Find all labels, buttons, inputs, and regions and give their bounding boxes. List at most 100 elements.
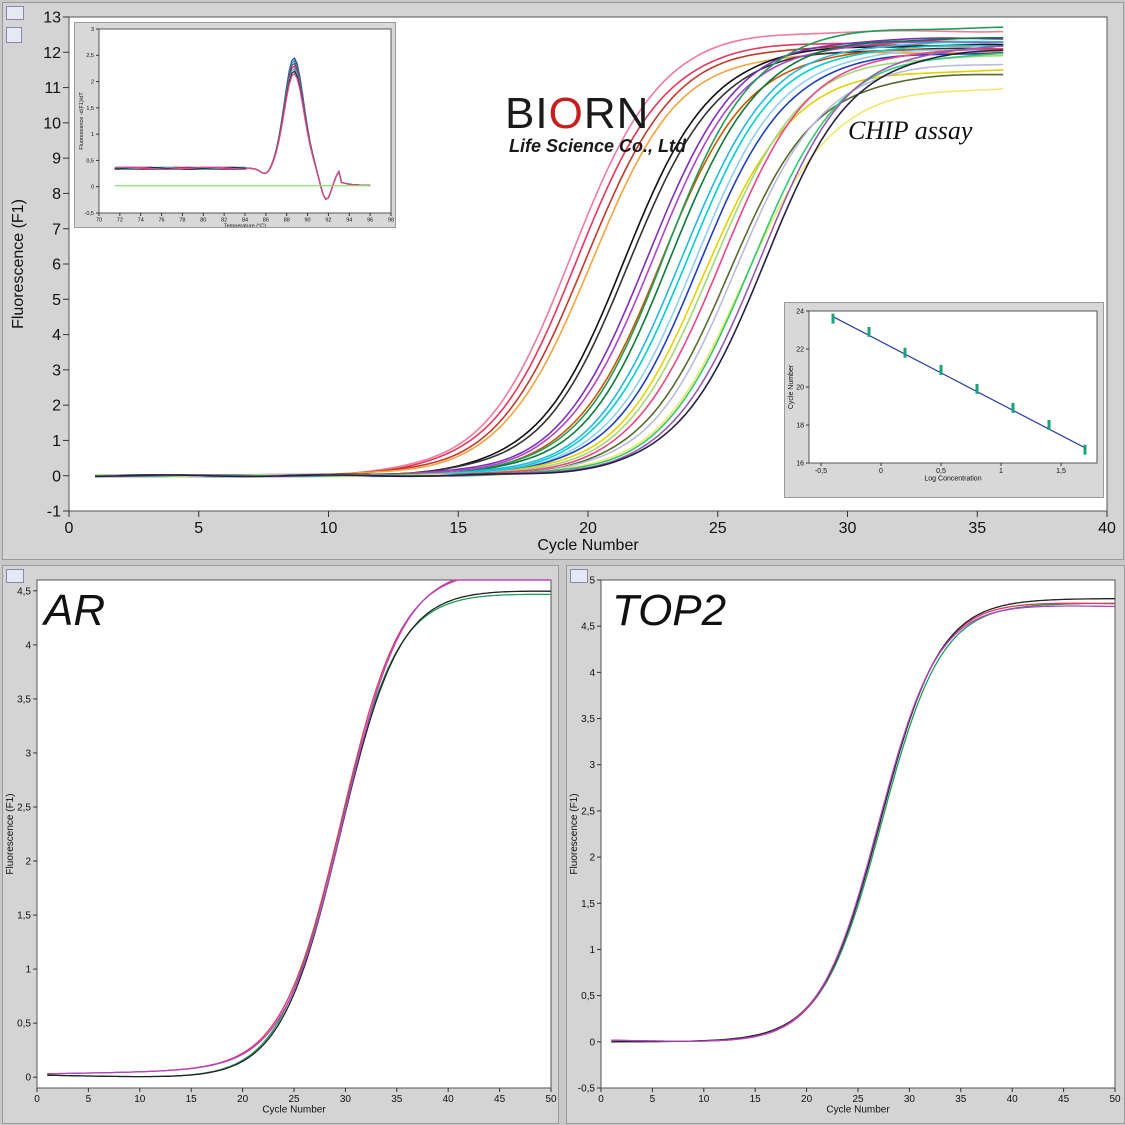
- x-tick-label: 20: [801, 1094, 813, 1105]
- x-tick-label: 20: [579, 520, 597, 537]
- y-tick-label: 0,5: [581, 991, 595, 1002]
- brand-logo-text-c: RN: [583, 89, 650, 138]
- x-tick-label: 10: [698, 1094, 710, 1105]
- y-tick-label: 4,5: [17, 586, 31, 597]
- standard-point: [1047, 420, 1051, 430]
- standard-point: [831, 313, 835, 324]
- y-tick-label: 4,5: [581, 622, 595, 633]
- x-axis-label: Cycle Number: [537, 537, 639, 554]
- x-tick-label: 30: [904, 1094, 916, 1105]
- y-tick-label: 7: [52, 221, 61, 238]
- ar-amplification-chart: 0 5 10 15 20 25 30 35 40 45 50 0 0,5 1 1,5 2 2,5 3 3,5 4 4,5…: [5, 579, 557, 1116]
- ar-chart-panel: 0 5 10 15 20 25 30 35 40 45 50 0 0,5 1 1,5 2 2,5 3 3,5 4 4,5…: [2, 565, 559, 1124]
- standard-point: [939, 364, 943, 375]
- y-tick-label: -1: [47, 504, 61, 521]
- plot-area: [36, 579, 552, 1089]
- x-tick-label: 15: [449, 520, 467, 537]
- y-tick-label: 0: [25, 1073, 31, 1084]
- y-tick-label: 1,5: [17, 911, 31, 922]
- y-tick-label: 5: [52, 292, 61, 309]
- y-tick-label: 2,5: [17, 802, 31, 813]
- y-tick-label: 2,5: [581, 806, 595, 817]
- x-tick-label: 74: [138, 218, 144, 224]
- plot-area: [600, 579, 1116, 1089]
- chart-menu-icon[interactable]: [6, 6, 24, 20]
- y-tick-label: 20: [796, 384, 804, 391]
- y-tick-label: 0: [589, 1037, 595, 1048]
- ar-chart-menu-icon[interactable]: [6, 569, 24, 583]
- x-tick-label: 25: [852, 1094, 864, 1105]
- x-tick-label: 30: [340, 1094, 352, 1105]
- x-tick-label: 96: [367, 218, 373, 224]
- x-tick-label: 15: [750, 1094, 762, 1105]
- x-tick-label: 35: [968, 520, 986, 537]
- x-tick-label: 98: [388, 218, 394, 224]
- x-tick-label: 20: [237, 1094, 249, 1105]
- y-tick-label: 5: [589, 576, 595, 587]
- standard-curve-inset: -0,5 0 0,5 1 1,5 16 18 20 22 24 Log Concentration C…: [784, 302, 1104, 498]
- y-tick-label: 2: [25, 857, 31, 868]
- y-tick-label: -0,5: [85, 211, 94, 217]
- x-tick-label: 45: [494, 1094, 506, 1105]
- y-tick-label: 2,5: [86, 53, 94, 59]
- x-tick-label: 1,5: [1056, 468, 1066, 475]
- brand-logo: BIORN Life Science Co., Ltd: [505, 92, 735, 162]
- y-tick-label: 3,5: [581, 714, 595, 725]
- x-tick-label: 78: [179, 218, 185, 224]
- x-tick-label: 82: [221, 218, 227, 224]
- melt-curve: [114, 72, 371, 201]
- x-tick-label: 88: [284, 218, 290, 224]
- y-tick-label: 4: [589, 668, 595, 679]
- x-tick-label: 86: [263, 218, 269, 224]
- y-tick-label: 1,5: [86, 106, 94, 112]
- x-tick-label: -0,5: [815, 468, 827, 475]
- y-axis-label: Cycle Number: [788, 364, 795, 409]
- y-tick-label: 3,5: [17, 694, 31, 705]
- y-tick-label: 3: [52, 362, 61, 379]
- y-tick-label: 0: [52, 468, 61, 485]
- y-tick-label: 4: [25, 640, 31, 651]
- y-axis-label: Fluorescence (F1): [10, 199, 27, 329]
- grid-toggle-icon[interactable]: [6, 27, 22, 43]
- x-tick-label: 40: [1007, 1094, 1019, 1105]
- x-tick-label: 10: [320, 520, 338, 537]
- x-tick-label: 80: [200, 218, 206, 224]
- x-tick-label: 92: [325, 218, 331, 224]
- y-tick-label: 3: [589, 760, 595, 771]
- top2-chart-panel: 0 5 10 15 20 25 30 35 40 45 50 -0,5 0 0,5 1 1,5 2 2,5 3 3,5…: [566, 565, 1125, 1124]
- y-tick-label: 3: [25, 748, 31, 759]
- y-tick-label: 3: [91, 27, 94, 33]
- x-tick-label: 0: [598, 1094, 604, 1105]
- x-tick-label: 40: [1098, 520, 1116, 537]
- x-tick-label: 5: [194, 520, 203, 537]
- y-tick-label: 1: [52, 433, 61, 450]
- y-tick-label: 11: [44, 80, 61, 97]
- y-tick-label: 2: [91, 79, 94, 85]
- y-tick-label: 9: [52, 151, 61, 168]
- x-tick-label: 35: [955, 1094, 967, 1105]
- x-tick-label: 5: [86, 1094, 92, 1105]
- x-tick-label: 90: [305, 218, 311, 224]
- x-tick-label: 25: [288, 1094, 300, 1105]
- standard-point: [975, 383, 979, 394]
- amplification-curve: [47, 579, 551, 1075]
- regression-line: [832, 316, 1086, 449]
- plot-area: [808, 310, 1098, 464]
- standard-point: [1011, 402, 1015, 413]
- standard-point: [1083, 444, 1087, 455]
- x-tick-label: 70: [96, 218, 102, 224]
- y-tick-label: 1: [25, 965, 31, 976]
- x-tick-label: 45: [1058, 1094, 1070, 1105]
- standard-point: [903, 347, 907, 358]
- x-tick-label: 0: [34, 1094, 40, 1105]
- amplification-curve: [94, 49, 1004, 478]
- x-tick-label: 1: [999, 468, 1003, 475]
- top2-chart-menu-icon[interactable]: [570, 569, 588, 583]
- amplification-curve: [611, 605, 1116, 1042]
- x-tick-label: 15: [186, 1094, 198, 1105]
- x-tick-label: 76: [159, 218, 165, 224]
- y-tick-label: 22: [796, 346, 804, 353]
- x-tick-label: 0,5: [936, 468, 946, 475]
- x-tick-label: 50: [1109, 1094, 1121, 1105]
- x-axis-label: Temperature (°C): [224, 223, 266, 227]
